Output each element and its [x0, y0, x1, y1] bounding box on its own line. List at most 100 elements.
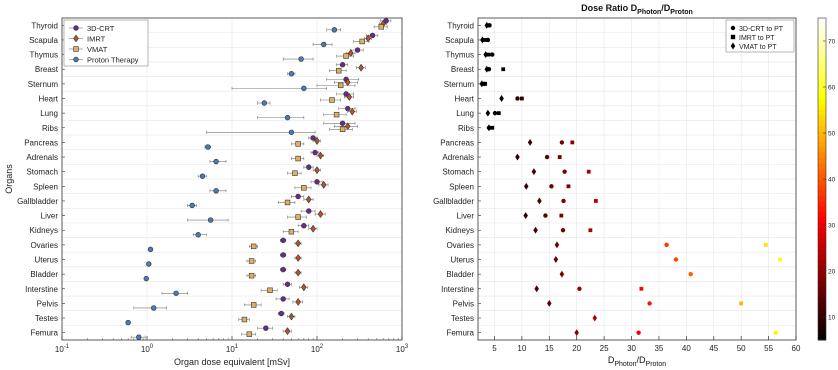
colorbar-segment [818, 18, 826, 24]
colorbar-tick-label: 40 [828, 177, 836, 184]
colorbar-segment [818, 146, 826, 153]
data-point [250, 302, 257, 308]
colorbar-tick-label: 50 [828, 131, 836, 138]
data-point [359, 38, 365, 45]
y-tick-label: Adrenals [26, 153, 58, 162]
data-point [213, 188, 219, 194]
colorbar-segment [818, 254, 826, 260]
data-point [292, 170, 298, 176]
y-tick-label: Pancreas [24, 138, 58, 147]
colorbar: 10 20 30 40 50 60 70 [817, 17, 836, 341]
y-tick-label: Gallbladder [433, 197, 474, 206]
data-point [151, 305, 157, 311]
data-point [248, 258, 255, 264]
y-tick-label: Ovaries [446, 241, 474, 250]
colorbar-segment [818, 286, 826, 293]
data-point [317, 151, 324, 160]
colorbar-segment [818, 216, 826, 223]
colorbar-segment [818, 221, 826, 228]
data-point [358, 63, 364, 72]
colorbar-segment [818, 248, 826, 255]
y-tick-label: Liver [457, 212, 475, 221]
colorbar-segment [818, 205, 826, 212]
colorbar-segment [818, 168, 826, 175]
colorbar-segment [818, 307, 826, 314]
series-imrt [282, 19, 387, 336]
data-point [354, 47, 361, 53]
colorbar-tick-label: 60 [828, 85, 836, 92]
data-point [562, 169, 567, 174]
colorbar-tick-label: 70 [828, 39, 836, 46]
y-tick-label: Femura [30, 329, 58, 338]
legend-box [725, 19, 795, 53]
y-tick-label: Sternum [28, 80, 59, 89]
colorbar-segment [818, 93, 826, 99]
data-point [486, 124, 492, 132]
data-point [639, 286, 644, 291]
colorbar-segment [818, 130, 826, 137]
y-tick-label: Testes [451, 314, 474, 323]
data-point [369, 32, 376, 39]
colorbar-segment [818, 60, 826, 67]
data-point [515, 153, 520, 161]
legend-label: Proton Therapy [87, 56, 139, 65]
legend-marker [730, 34, 736, 40]
legend-marker [73, 34, 79, 43]
data-point [763, 242, 768, 247]
data-point [329, 97, 335, 103]
colorbar-segment [818, 318, 826, 325]
colorbar-segment [818, 39, 826, 46]
data-point [559, 140, 565, 145]
data-point [246, 331, 253, 337]
colorbar-segment [818, 50, 826, 57]
data-point [543, 213, 548, 218]
legend-label: 3D-CRT to PT [739, 26, 784, 33]
data-point [295, 268, 301, 277]
x-tick-label: 40 [682, 344, 691, 353]
colorbar-tick-label: 30 [828, 223, 836, 230]
colorbar-segment [818, 291, 826, 298]
x-tick-label: 60 [792, 344, 801, 353]
data-point [295, 297, 301, 306]
data-point [207, 217, 214, 223]
data-point [314, 136, 320, 145]
colorbar-segment [818, 259, 826, 266]
colorbar-segment [818, 232, 826, 239]
data-point [343, 91, 349, 97]
series-proton-therapy [125, 27, 341, 340]
legend: 3D-CRT to PT IMRT to PT VMAT to PT [725, 19, 795, 53]
plot-frame [61, 17, 403, 341]
x-tick-label: 20 [572, 344, 581, 353]
data-point [773, 330, 778, 335]
colorbar-segment [818, 238, 826, 244]
data-point [527, 138, 533, 146]
data-point [636, 330, 641, 335]
data-point [570, 140, 575, 145]
data-point [199, 173, 206, 179]
y-tick-label: Pancreas [440, 138, 474, 147]
data-point [248, 272, 255, 279]
data-point [284, 327, 291, 336]
data-point [586, 169, 591, 174]
colorbar-segment [818, 270, 826, 277]
x-tick-label: 101 [226, 344, 239, 354]
data-point [295, 193, 301, 200]
data-point [310, 224, 316, 233]
data-point [544, 154, 550, 160]
y-tick-label: Lung [456, 109, 474, 118]
data-point [484, 21, 490, 29]
y-tick-label: Kidneys [446, 226, 474, 235]
x-tick-label: 100 [141, 344, 154, 354]
legend-marker [730, 42, 736, 50]
data-point [559, 213, 564, 218]
x-tick-label: 50 [737, 344, 746, 353]
data-point [278, 310, 284, 317]
data-point [673, 257, 679, 262]
colorbar-segment [818, 323, 826, 330]
series-vmat [238, 24, 388, 337]
data-point [280, 237, 286, 244]
data-point [348, 49, 354, 58]
colorbar-segment [818, 195, 826, 201]
